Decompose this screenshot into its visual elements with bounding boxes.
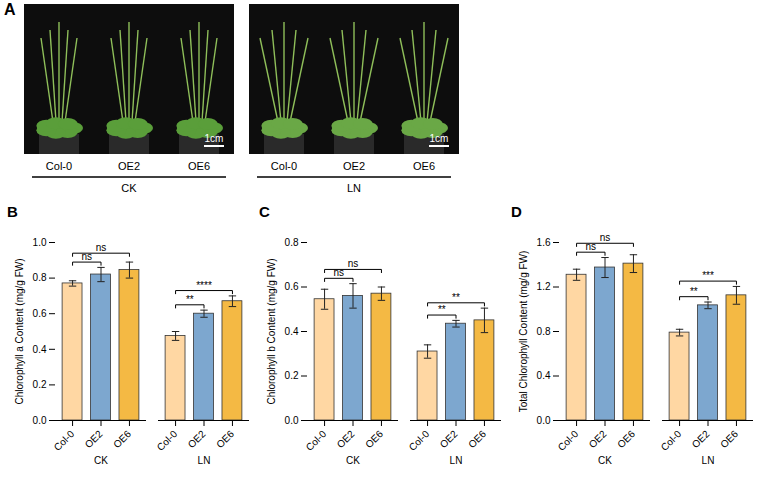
svg-text:OE6: OE6: [363, 428, 385, 450]
html-text:C: C: [259, 203, 270, 220]
svg-text:OE6: OE6: [466, 428, 488, 450]
svg-text:ns: ns: [348, 258, 359, 269]
svg-text:CK: CK: [598, 455, 612, 466]
svg-text:OE6: OE6: [214, 428, 236, 450]
svg-text:OE6: OE6: [111, 428, 133, 450]
svg-text:OE2: OE2: [690, 428, 712, 450]
svg-text:0.8: 0.8: [285, 237, 299, 248]
svg-text:LN: LN: [347, 182, 361, 194]
svg-text:0.8: 0.8: [537, 326, 551, 337]
svg-text:0.8: 0.8: [33, 272, 47, 283]
svg-text:0.4: 0.4: [537, 370, 551, 381]
svg-text:**: **: [186, 294, 194, 305]
svg-text:Col-0: Col-0: [659, 428, 684, 453]
svg-text:OE6: OE6: [188, 160, 210, 172]
svg-text:OE6: OE6: [718, 428, 740, 450]
svg-text:OE6: OE6: [615, 428, 637, 450]
svg-text:ns: ns: [600, 232, 611, 243]
svg-text:Col-0: Col-0: [304, 428, 329, 453]
svg-text:ns: ns: [334, 267, 345, 278]
html-text:D: D: [511, 203, 522, 220]
svg-text:1.0: 1.0: [33, 237, 47, 248]
svg-text:Col-0: Col-0: [556, 428, 581, 453]
svg-text:**: **: [438, 304, 446, 315]
svg-text:0.4: 0.4: [285, 326, 299, 337]
svg-text:****: ****: [196, 280, 212, 291]
svg-text:A: A: [4, 1, 16, 18]
html-text:B: B: [7, 203, 18, 220]
svg-text:OE2: OE2: [118, 160, 140, 172]
svg-text:OE2: OE2: [186, 428, 208, 450]
svg-text:0.4: 0.4: [33, 344, 47, 355]
svg-text:0.2: 0.2: [33, 379, 47, 390]
svg-text:OE2: OE2: [83, 428, 105, 450]
svg-text:0.6: 0.6: [33, 308, 47, 319]
svg-text:LN: LN: [450, 455, 463, 466]
svg-text:Col-0: Col-0: [155, 428, 180, 453]
svg-text:OE2: OE2: [335, 428, 357, 450]
svg-text:Col-0: Col-0: [46, 160, 72, 172]
svg-text:0.2: 0.2: [285, 370, 299, 381]
svg-text:1cm: 1cm: [205, 133, 224, 144]
svg-text:OE6: OE6: [413, 160, 435, 172]
svg-text:Col-0: Col-0: [271, 160, 297, 172]
svg-text:LN: LN: [198, 455, 211, 466]
svg-text:OE2: OE2: [587, 428, 609, 450]
svg-text:CK: CK: [346, 455, 360, 466]
svg-text:***: ***: [702, 270, 714, 281]
svg-text:Col-0: Col-0: [407, 428, 432, 453]
svg-text:Chlorophyll a Content (mg/g FW: Chlorophyll a Content (mg/g FW): [14, 258, 25, 404]
svg-text:**: **: [690, 286, 698, 297]
svg-text:1.6: 1.6: [537, 237, 551, 248]
svg-text:0.0: 0.0: [285, 415, 299, 426]
svg-text:1.2: 1.2: [537, 281, 551, 292]
svg-text:OE2: OE2: [343, 160, 365, 172]
svg-text:1cm: 1cm: [430, 133, 449, 144]
svg-text:ns: ns: [82, 251, 93, 262]
svg-text:0.0: 0.0: [537, 415, 551, 426]
svg-text:ns: ns: [586, 241, 597, 252]
svg-text:ns: ns: [96, 242, 107, 253]
svg-text:CK: CK: [94, 455, 108, 466]
svg-text:**: **: [452, 292, 460, 303]
svg-text:LN: LN: [702, 455, 715, 466]
svg-text:Col-0: Col-0: [52, 428, 77, 453]
svg-text:0.6: 0.6: [285, 281, 299, 292]
svg-text:0.0: 0.0: [33, 415, 47, 426]
svg-text:CK: CK: [121, 182, 137, 194]
svg-text:Chlorophyll b Content (mg/g FW: Chlorophyll b Content (mg/g FW): [266, 258, 277, 404]
svg-text:OE2: OE2: [438, 428, 460, 450]
svg-text:Total Chlorophyll Content (mg/: Total Chlorophyll Content (mg/g FW): [518, 251, 529, 413]
